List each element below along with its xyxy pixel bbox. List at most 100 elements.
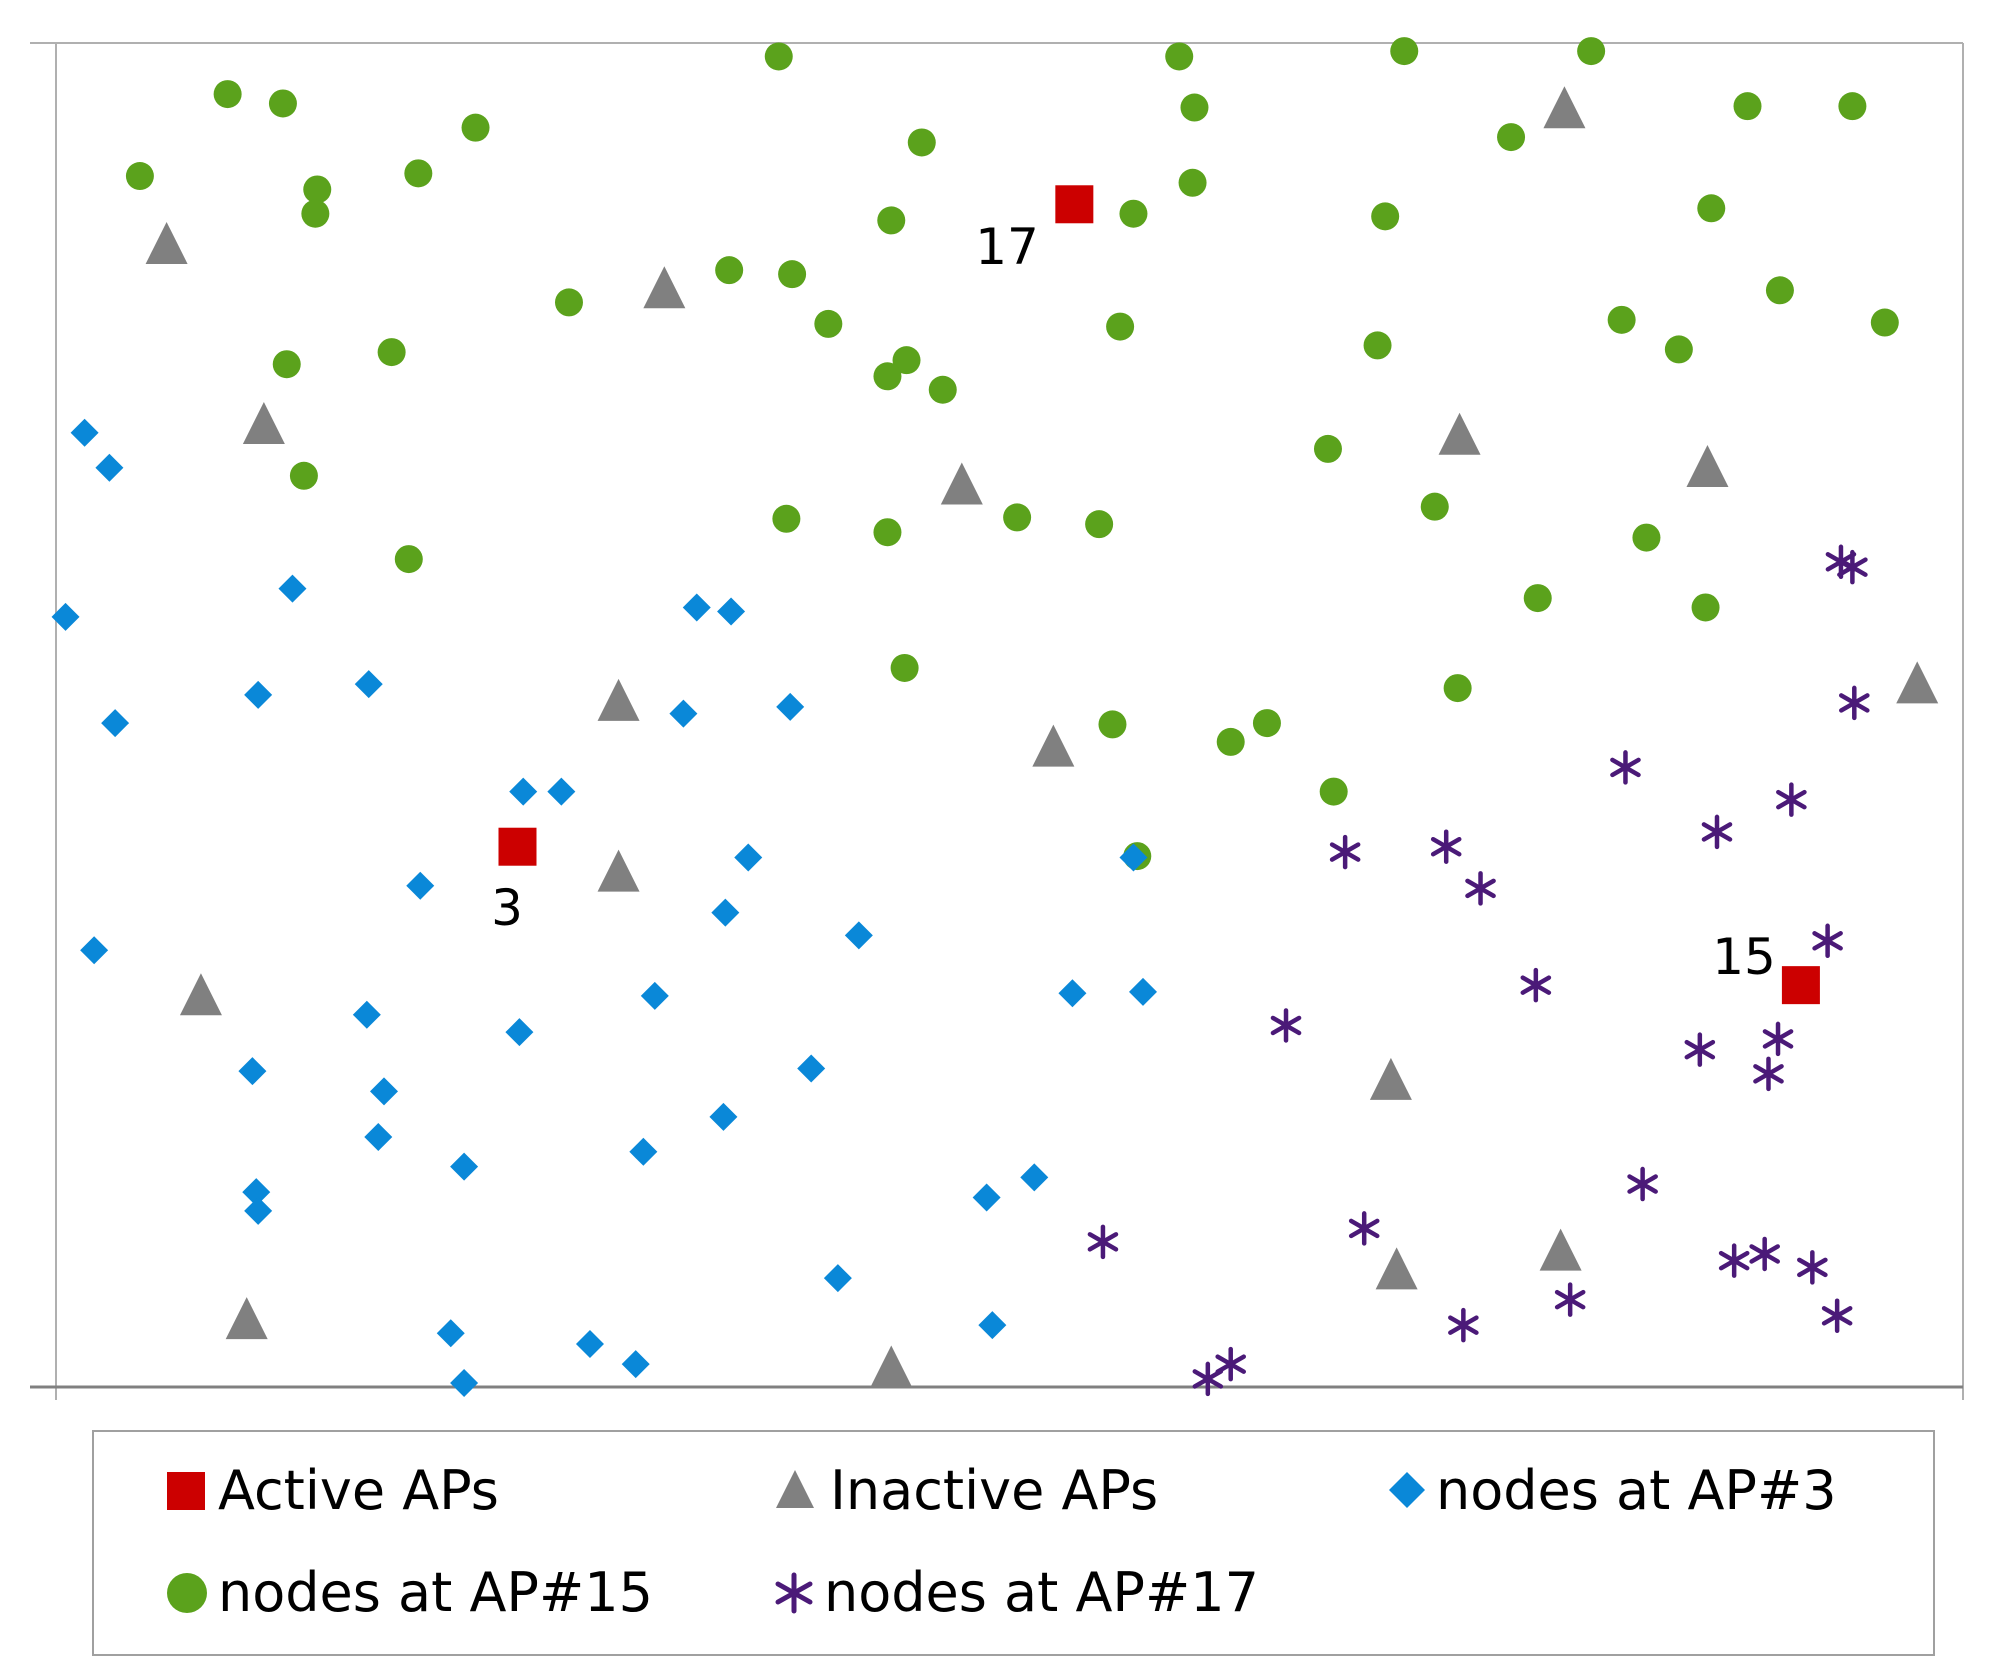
legend-label-ap15: nodes at AP#15 — [218, 1561, 653, 1624]
legend-swatch-circle — [167, 1573, 207, 1613]
point-ap15-41 — [1085, 510, 1114, 539]
legend: Active APs Inactive APs nodes at AP#3 no… — [92, 1430, 1935, 1656]
point-ap15-25 — [814, 309, 843, 338]
point-ap15-20 — [1697, 194, 1726, 223]
point-ap15-23 — [715, 256, 744, 285]
ap-label-15: 15 — [1712, 928, 1776, 986]
point-ap3-22 — [1058, 979, 1087, 1008]
point-inactive-0 — [145, 221, 188, 264]
point-inactive-7 — [1896, 661, 1939, 704]
point-ap17-2 — [1839, 685, 1870, 721]
point-inactive-6 — [1686, 445, 1729, 488]
point-ap15-31 — [1607, 305, 1636, 334]
legend-label-inactive-aps: Inactive APs — [830, 1459, 1158, 1522]
point-ap15-3 — [303, 175, 332, 204]
point-ap15-14 — [1119, 199, 1148, 228]
point-ap17-11 — [1270, 1008, 1302, 1043]
point-ap3-14 — [734, 843, 763, 872]
ap-label-17: 17 — [975, 218, 1039, 276]
point-ap15-21 — [1765, 276, 1794, 305]
point-inactive-9 — [1032, 724, 1075, 767]
point-ap3-36 — [436, 1319, 465, 1348]
point-ap17-16 — [1087, 1224, 1119, 1260]
point-ap3-19 — [352, 1000, 381, 1029]
point-ap3-27 — [364, 1123, 393, 1152]
point-ap15-22 — [554, 288, 583, 317]
point-inactive-4 — [1543, 86, 1586, 129]
point-ap3-33 — [972, 1183, 1001, 1212]
point-ap15-44 — [1632, 523, 1661, 552]
point-ap15-39 — [873, 518, 902, 547]
point-ap15-37 — [394, 545, 423, 574]
point-ap15-46 — [1691, 593, 1720, 622]
ap-labels: 3 17 15 — [491, 218, 1776, 986]
point-inactive-14 — [870, 1345, 913, 1388]
legend-label-ap3: nodes at AP#3 — [1436, 1459, 1837, 1522]
point-ap15-26 — [892, 346, 921, 375]
legend-item-inactive-aps: Inactive APs — [776, 1459, 1158, 1522]
point-ap3-12 — [547, 777, 576, 806]
point-ap15-43 — [1420, 492, 1449, 521]
point-ap17-13 — [1762, 1021, 1794, 1057]
legend-swatch-diamond — [1389, 1472, 1425, 1508]
point-ap15-2 — [125, 162, 154, 191]
point-ap15-4 — [461, 113, 490, 142]
point-ap17-4 — [1776, 782, 1807, 817]
point-ap3-31 — [242, 1178, 271, 1207]
point-ap17-19 — [1749, 1236, 1780, 1272]
point-ap15-45 — [1523, 584, 1552, 613]
point-ap15-38 — [772, 504, 801, 533]
legend-frame — [92, 1430, 1935, 1656]
point-ap3-23 — [1128, 977, 1157, 1006]
point-ap15-1 — [268, 89, 297, 118]
point-ap15-18 — [1733, 92, 1762, 121]
legend-item-ap3: nodes at AP#3 — [1389, 1459, 1837, 1522]
point-ap15-51 — [1252, 709, 1281, 738]
point-ap17-18 — [1718, 1243, 1750, 1278]
point-ap3-35 — [823, 1264, 852, 1293]
point-inactive-1 — [643, 266, 686, 309]
point-ap3-29 — [450, 1152, 479, 1181]
point-ap17-24 — [1215, 1346, 1247, 1382]
point-ap3-21 — [640, 981, 669, 1010]
point-ap15-7 — [1390, 37, 1419, 66]
point-ap15-0 — [213, 80, 242, 109]
point-ap3-37 — [575, 1329, 604, 1358]
point-inactive-2 — [242, 402, 285, 445]
point-inactive-5 — [1438, 412, 1481, 455]
point-ap15-6 — [1165, 42, 1194, 71]
point-ap3-6 — [101, 709, 130, 738]
point-ap3-10 — [776, 692, 805, 721]
point-ap3-34 — [1020, 1163, 1049, 1192]
point-inactive-10 — [597, 849, 640, 892]
point-ap15-5 — [764, 42, 793, 71]
point-ap3-3 — [51, 602, 80, 631]
point-ap3-30 — [629, 1137, 658, 1166]
point-ap3-18 — [80, 936, 109, 965]
ap-label-3: 3 — [491, 879, 523, 937]
point-ap15-30 — [1363, 331, 1392, 360]
point-active-1 — [1055, 185, 1094, 224]
data-marks — [51, 37, 1939, 1397]
point-ap17-7 — [1430, 829, 1462, 864]
point-ap15-13 — [877, 206, 906, 235]
point-ap15-16 — [1371, 202, 1400, 231]
point-ap15-47 — [890, 653, 919, 682]
point-ap3-17 — [1119, 843, 1148, 872]
point-active-0 — [498, 827, 537, 866]
point-inactive-16 — [1539, 1228, 1582, 1271]
point-ap15-8 — [1577, 37, 1606, 66]
point-ap15-28 — [928, 375, 957, 404]
point-ap15-27 — [873, 362, 902, 391]
point-ap15-35 — [377, 338, 406, 367]
point-ap17-6 — [1329, 834, 1361, 870]
legend-item-ap15: nodes at AP#15 — [167, 1561, 653, 1624]
legend-swatch-square — [167, 1472, 205, 1510]
point-ap15-11 — [404, 159, 433, 188]
point-inactive-12 — [1369, 1057, 1412, 1100]
point-ap15-19 — [1838, 92, 1867, 121]
point-ap3-28 — [709, 1102, 738, 1131]
point-ap3-7 — [682, 593, 711, 622]
point-ap15-9 — [1180, 93, 1209, 122]
